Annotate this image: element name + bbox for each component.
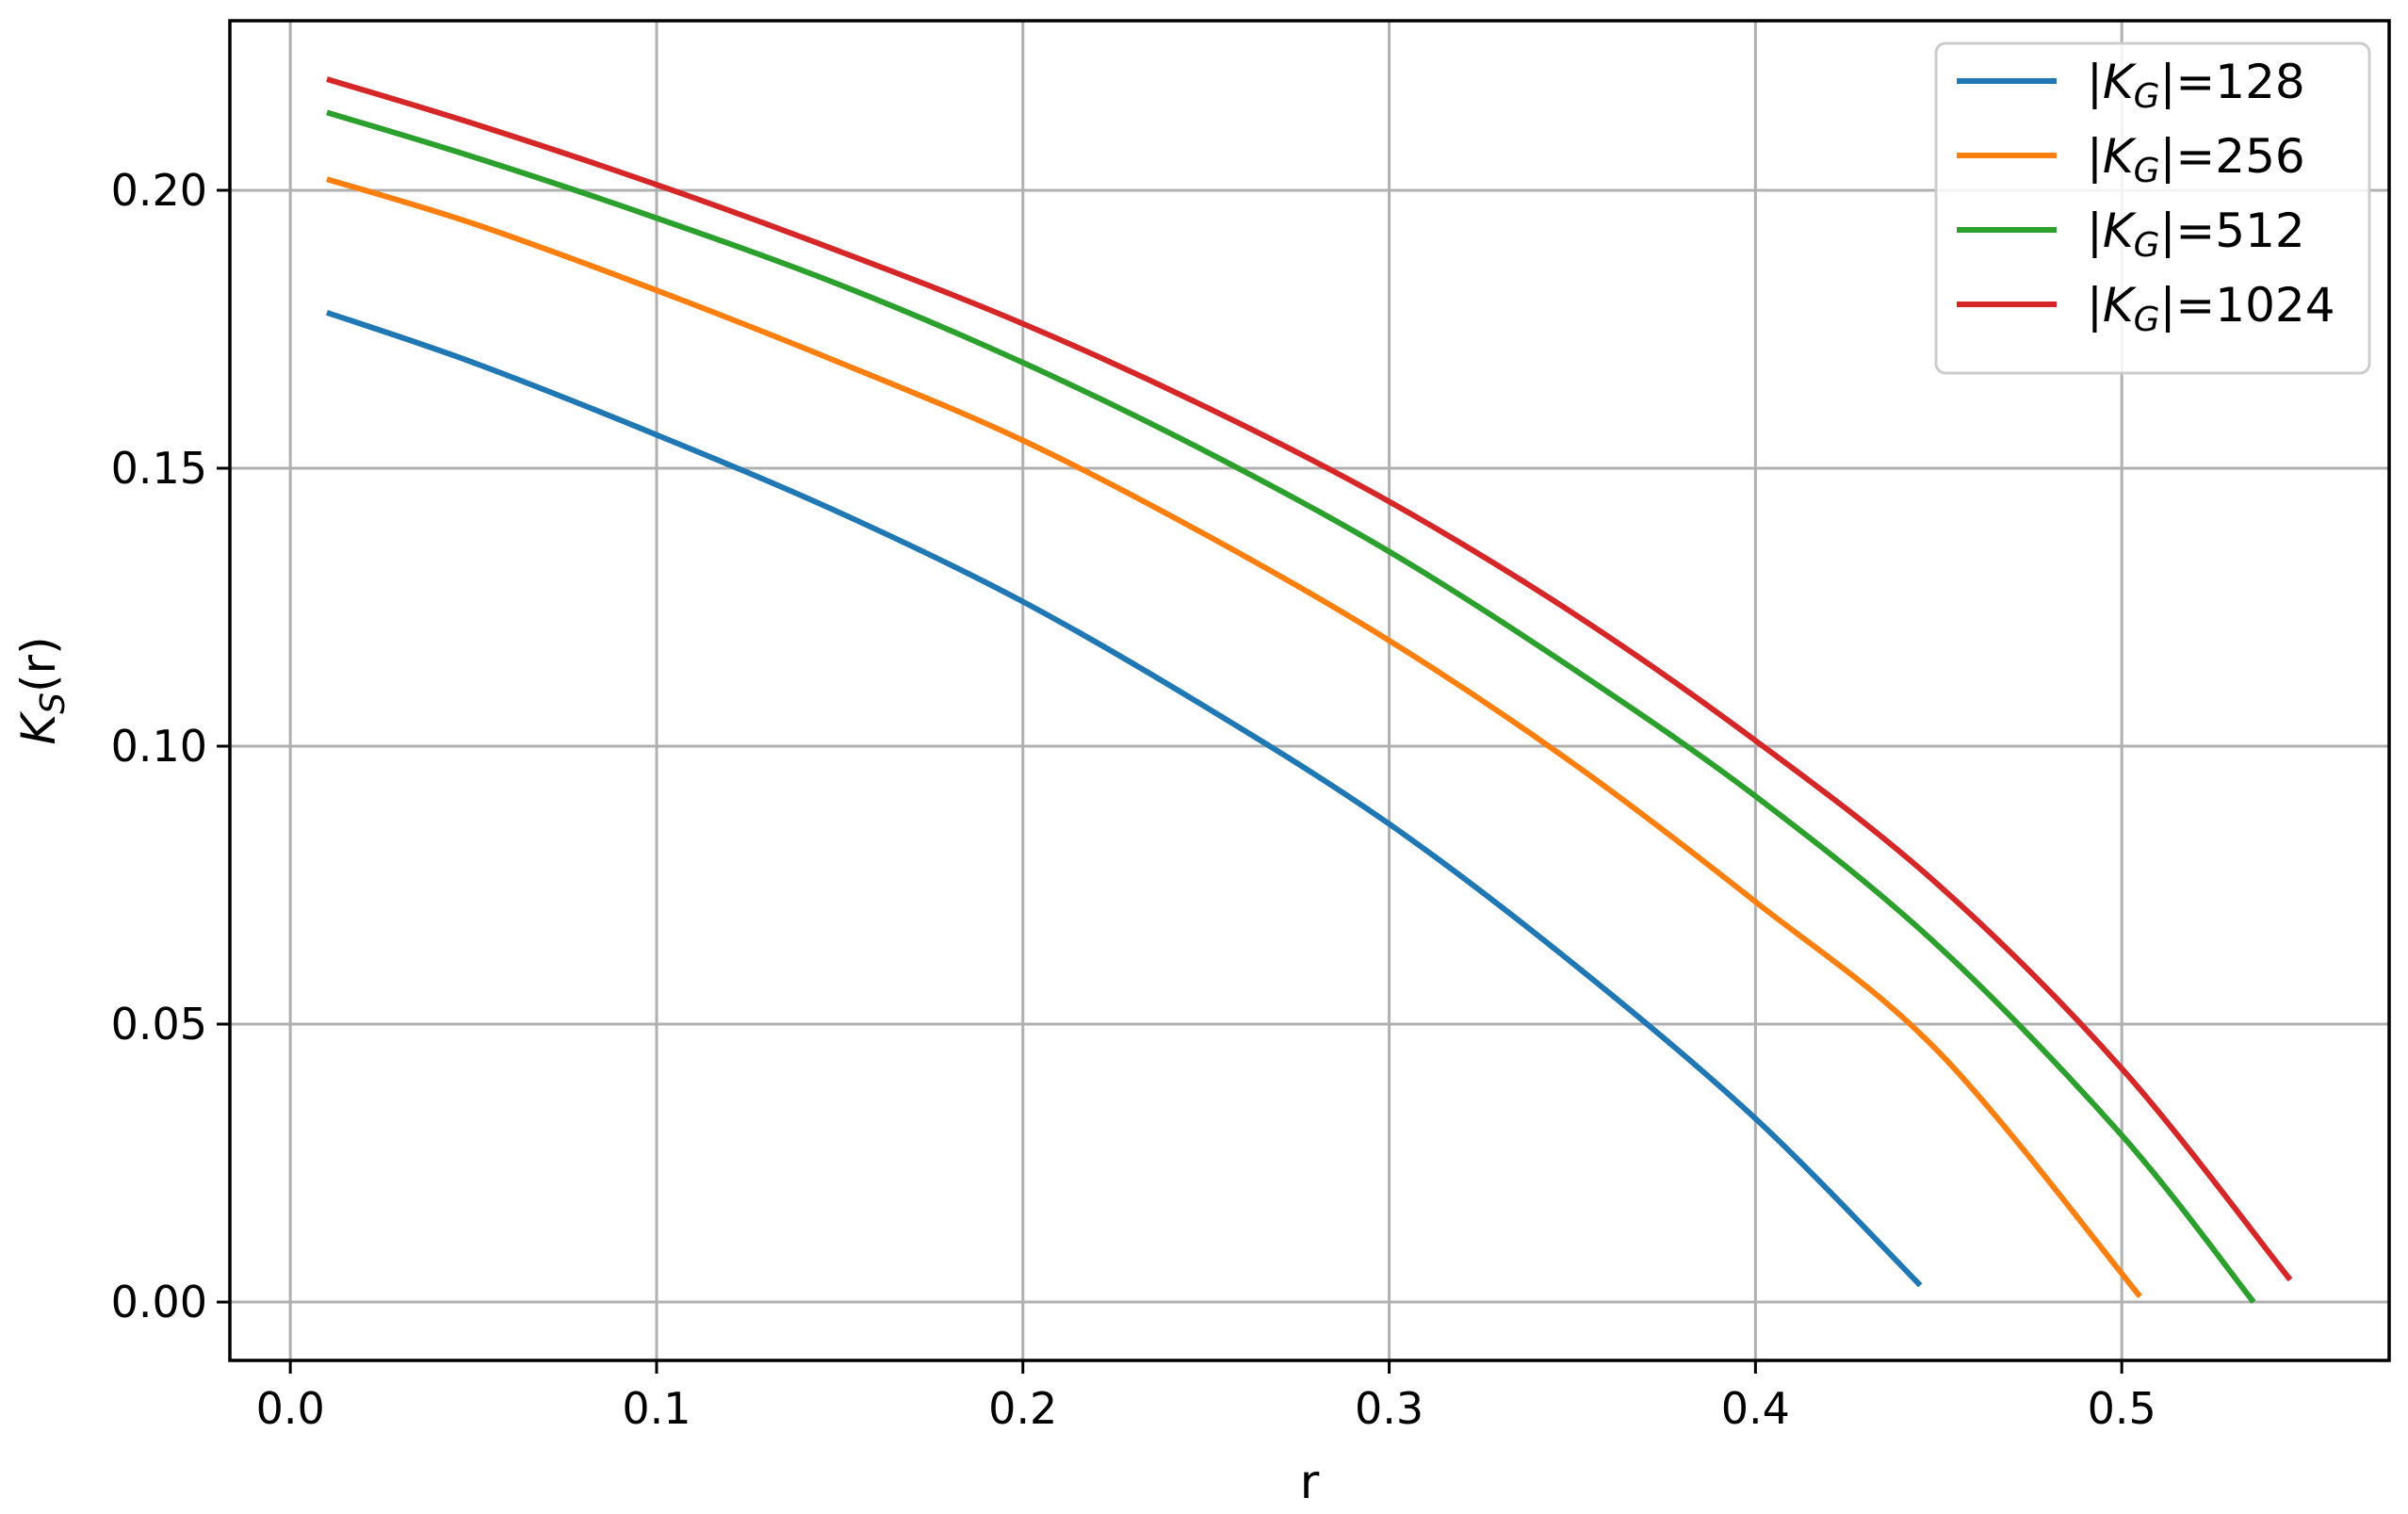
legend-entry-part: G: [2134, 301, 2160, 339]
y-tick-label: 0.20: [111, 165, 207, 216]
legend-entry-part: |: [2087, 203, 2103, 258]
x-tick-label: 0.4: [1721, 1383, 1790, 1434]
series-line: [326, 176, 2142, 1299]
legend-box: [1934, 41, 2371, 375]
x-tick-label: 0.3: [1355, 1383, 1424, 1434]
legend-entry-part: K: [2103, 129, 2138, 184]
y-tick-label: 0.10: [111, 721, 207, 772]
legend-entry-part: |: [2087, 129, 2103, 184]
x-tick-label: 0.2: [988, 1383, 1057, 1434]
y-axis-label-rest: (r): [11, 636, 66, 692]
legend-entry-part: |=128: [2160, 55, 2305, 109]
y-tick-label: 0.15: [111, 443, 207, 494]
y-axis-label-sub: S: [34, 692, 73, 714]
ticks: 0.0 0.1 0.2 0.3 0.4 0.5 0.00 0.05 0.10 0.15 0.20: [111, 165, 2156, 1434]
legend-entry-part: |: [2087, 278, 2103, 333]
y-axis-label: KS(r): [11, 636, 73, 744]
legend-entry: |KG|=512: [2087, 203, 2305, 265]
series-line: [326, 76, 2293, 1282]
legend-entry-part: |=512: [2160, 203, 2305, 258]
series-lines: [326, 76, 2293, 1304]
y-tick-label: 0.00: [111, 1277, 207, 1327]
y-axis-label-main: K: [11, 710, 66, 745]
legend-entry-part: G: [2134, 152, 2160, 190]
legend-entry-part: G: [2134, 226, 2160, 265]
legend-entry-part: |: [2087, 55, 2103, 109]
legend: |KG|=128|KG|=256|KG|=512|KG|=1024: [1934, 41, 2371, 375]
x-tick-label: 0.5: [2088, 1383, 2156, 1434]
legend-entry-part: |=256: [2160, 129, 2305, 184]
legend-entry-part: K: [2103, 55, 2138, 109]
x-tick-label: 0.1: [622, 1383, 691, 1434]
legend-entry-part: K: [2103, 278, 2138, 333]
series-line: [326, 109, 2256, 1304]
legend-entry-part: |=1024: [2160, 278, 2335, 333]
legend-entry-part: G: [2134, 77, 2160, 116]
legend-entry: |KG|=256: [2087, 129, 2305, 190]
y-tick-label: 0.05: [111, 999, 207, 1050]
series-line: [326, 309, 1923, 1288]
x-tick-label: 0.0: [256, 1383, 325, 1434]
legend-entry-part: K: [2103, 203, 2138, 258]
x-axis-label: r: [1300, 1455, 1320, 1509]
legend-entry: |KG|=1024: [2087, 278, 2335, 339]
legend-entry: |KG|=128: [2087, 55, 2305, 116]
plot-frame: [228, 19, 2391, 1362]
